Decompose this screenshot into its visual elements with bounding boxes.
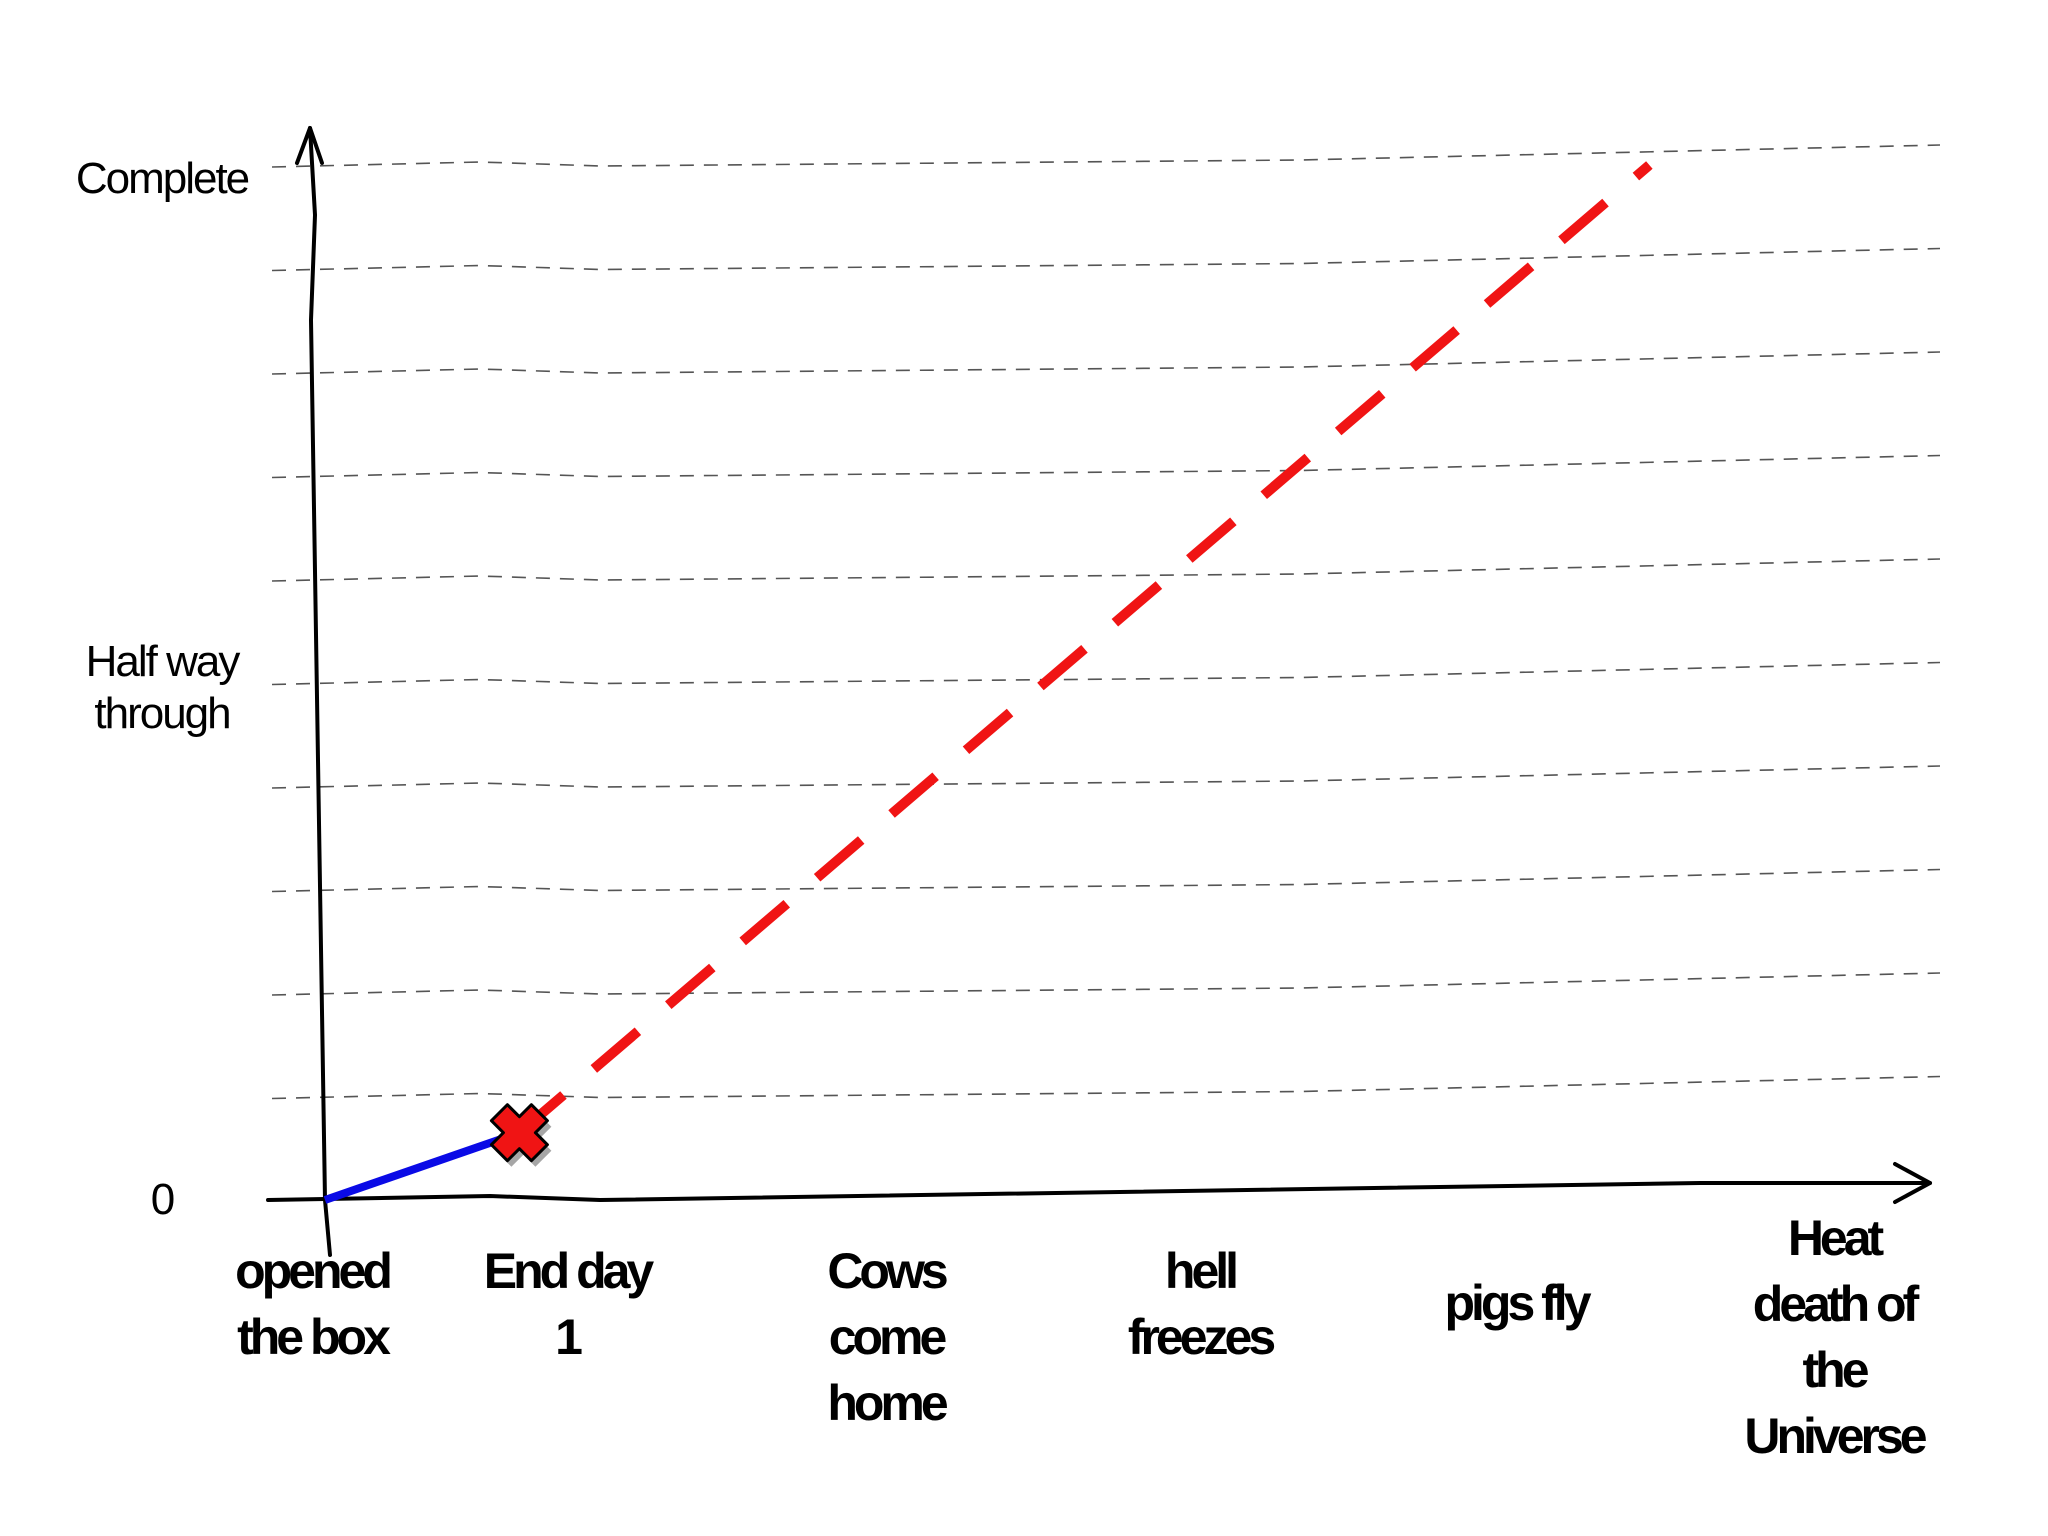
- grid-line: [271, 454, 1941, 479]
- y-axis-arrowhead: [295, 126, 324, 165]
- y-tick-label: Complete: [76, 154, 249, 203]
- grid-line: [271, 765, 1941, 789]
- y-axis-line: [308, 126, 332, 1257]
- grid-line: [271, 144, 1941, 168]
- grid-line: [271, 868, 1941, 893]
- y-tick-label: 0: [151, 1175, 174, 1224]
- grid-line: [271, 972, 1941, 996]
- grid-line: [271, 247, 1941, 272]
- x-tick-labels: opened the box End day 1 Cows come home hell fre…: [235, 1210, 1931, 1464]
- x-tick-label: End day 1: [484, 1243, 655, 1365]
- grid-line: [271, 558, 1941, 582]
- x-axis-arrowhead: [1893, 1162, 1932, 1204]
- x-axis-line: [266, 1181, 1932, 1202]
- x-tick-label: Heat death of the Universe: [1744, 1210, 1926, 1464]
- grid-line: [271, 351, 1941, 375]
- series: [323, 161, 1653, 1204]
- grid-lines: [271, 144, 1941, 1100]
- projected-progress-line: [516, 161, 1653, 1137]
- x-tick-label: opened the box: [235, 1243, 391, 1365]
- grid-line: [271, 661, 1941, 686]
- x-tick-label: pigs fly: [1444, 1275, 1591, 1331]
- y-tick-labels: 0 Half way through Complete: [76, 154, 251, 1224]
- x-tick-label: Cows come home: [827, 1243, 948, 1431]
- current-progress-marker: [489, 1103, 549, 1163]
- x-tick-label: hell freezes: [1128, 1243, 1275, 1365]
- y-tick-label: Half way through: [86, 637, 241, 738]
- grid-line: [271, 1075, 1941, 1100]
- actual-progress-line: [323, 1128, 521, 1204]
- axes: [266, 126, 1932, 1257]
